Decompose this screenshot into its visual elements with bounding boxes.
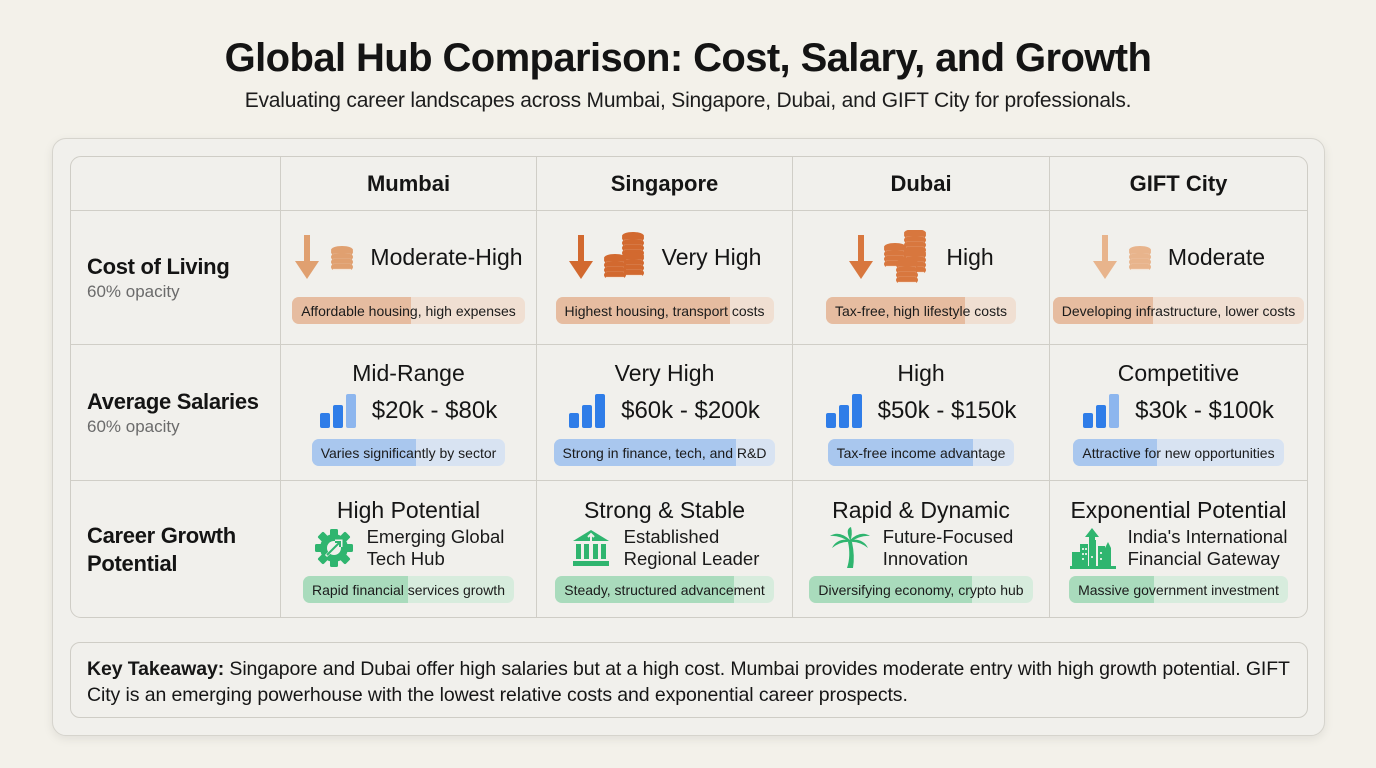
column-header-gift-city: GIFT City [1050, 157, 1307, 211]
down-arrow-icon [1092, 233, 1118, 281]
column-header-dubai: Dubai [793, 157, 1050, 211]
cost-value: Moderate [1167, 243, 1266, 270]
gear-growth-icon [313, 527, 355, 569]
salary-range: $30k - $100k [1135, 397, 1274, 424]
growth-tier: High Potential [336, 497, 481, 523]
growth-cell: Exponential Potential India's Internatio… [1050, 481, 1307, 617]
growth-note-bar: Massive government investment [1069, 576, 1288, 603]
salary-note: Strong in finance, tech, and R&D [562, 444, 767, 461]
coins-icon [602, 231, 648, 283]
growth-tier: Strong & Stable [583, 497, 746, 523]
growth-desc-line1: Established [623, 526, 720, 547]
salary-range: $50k - $150k [877, 397, 1017, 424]
growth-desc-line2: Financial Gateway [1127, 548, 1280, 569]
salary-note-bar: Attractive for new opportunities [1073, 439, 1284, 466]
salary-note: Varies significantly by sector [320, 444, 497, 461]
row-label-sublabel: 60% opacity [87, 282, 180, 301]
salary-cell: High $50k - $150k Tax-free income advant… [793, 345, 1050, 481]
growth-note: Massive government investment [1078, 581, 1279, 598]
comparison-table: Mumbai Singapore Dubai GIFT City Cost of… [70, 156, 1308, 618]
row-label-title: Career Growth Potential [87, 522, 236, 576]
row-label-growth: Career Growth Potential [71, 481, 281, 617]
growth-cell: High Potential Emerging Global Tech Hub R… [281, 481, 537, 617]
growth-note: Diversifying economy, crypto hub [818, 581, 1024, 598]
down-arrow-icon [294, 233, 320, 281]
growth-desc-line1: India's International [1127, 526, 1288, 547]
growth-desc-line2: Innovation [882, 548, 969, 569]
row-label-title: Cost of Living [87, 254, 230, 279]
cost-value: Moderate-High [370, 243, 523, 270]
cost-value: High [946, 243, 994, 270]
cost-cell: Very High Highest housing, transport cos… [537, 211, 793, 345]
cost-cell: Moderate-High Affordable housing, high e… [281, 211, 537, 345]
growth-cell: Rapid & Dynamic Future-Focused Innovation… [793, 481, 1050, 617]
cost-note-bar: Developing infrastructure, lower costs [1052, 297, 1305, 324]
growth-cell: Strong & Stable Established Regional Lead… [537, 481, 793, 617]
palm-tree-icon [829, 526, 871, 570]
takeaway-text: Singapore and Dubai offer high salaries … [87, 658, 1290, 706]
column-header-singapore: Singapore [537, 157, 793, 211]
row-label-salaries: Average Salaries 60% opacity [71, 345, 281, 481]
salary-cell: Competitive $30k - $100k Attractive for … [1050, 345, 1307, 481]
cost-cell: High Tax-free, high lifestyle costs [793, 211, 1050, 345]
growth-desc-line1: Future-Focused [882, 526, 1014, 547]
takeaway-label: Key Takeaway: [87, 658, 225, 680]
growth-desc-line2: Tech Hub [366, 548, 445, 569]
column-header-mumbai: Mumbai [281, 157, 537, 211]
cost-note: Affordable housing, high expenses [301, 302, 516, 319]
salary-tier: Competitive [1117, 360, 1240, 386]
city-skyline-arrow-icon [1069, 526, 1116, 570]
signal-bars-icon [1083, 393, 1121, 429]
cost-cell: Moderate Developing infrastructure, lowe… [1050, 211, 1307, 345]
growth-note-bar: Diversifying economy, crypto hub [809, 576, 1033, 603]
table-corner [71, 157, 281, 211]
signal-bars-icon [569, 393, 607, 429]
salary-note: Attractive for new opportunities [1082, 444, 1275, 461]
page-subtitle: Evaluating career landscapes across Mumb… [244, 89, 1132, 112]
salary-note-bar: Strong in finance, tech, and R&D [553, 439, 776, 466]
salary-tier: Mid-Range [352, 360, 465, 386]
page-title: Global Hub Comparison: Cost, Salary, and… [224, 36, 1152, 80]
comparison-card: Mumbai Singapore Dubai GIFT City Cost of… [52, 138, 1325, 736]
bank-building-icon [570, 527, 612, 569]
row-label-sublabel: 60% opacity [87, 417, 180, 436]
salary-cell: Mid-Range $20k - $80k Varies significant… [281, 345, 537, 481]
growth-tier: Exponential Potential [1070, 497, 1287, 523]
salary-note-bar: Tax-free income advantage [827, 439, 1015, 466]
cost-note: Tax-free, high lifestyle costs [835, 302, 1007, 319]
coins-icon [882, 230, 932, 284]
down-arrow-icon [568, 233, 594, 281]
coins-icon [328, 237, 356, 277]
signal-bars-icon [319, 393, 358, 429]
coins-icon [1126, 237, 1154, 277]
salary-tier: High [897, 360, 945, 386]
signal-bars-icon [825, 393, 864, 429]
down-arrow-icon [848, 233, 874, 281]
cost-value: Very High [661, 243, 762, 270]
row-label-title: Average Salaries [87, 389, 259, 414]
growth-desc-line1: Emerging Global [366, 526, 505, 547]
salary-tier: Very High [614, 360, 715, 386]
salary-cell: Very High $60k - $200k Strong in finance… [537, 345, 793, 481]
salary-note-bar: Varies significantly by sector [311, 439, 506, 466]
row-label-cost: Cost of Living 60% opacity [71, 211, 281, 345]
growth-note-bar: Steady, structured advancement [555, 576, 774, 603]
salary-note: Tax-free income advantage [836, 444, 1006, 461]
salary-range: $60k - $200k [621, 397, 760, 424]
growth-desc-line2: Regional Leader [623, 548, 760, 569]
cost-note: Highest housing, transport costs [564, 302, 765, 319]
growth-note: Rapid financial services growth [312, 581, 505, 598]
growth-tier: Rapid & Dynamic [832, 497, 1010, 523]
cost-note-bar: Highest housing, transport costs [555, 297, 774, 324]
growth-note: Steady, structured advancement [564, 581, 765, 598]
key-takeaway: Key Takeaway: Singapore and Dubai offer … [70, 642, 1308, 718]
growth-note-bar: Rapid financial services growth [303, 576, 514, 603]
cost-note-bar: Affordable housing, high expenses [292, 297, 525, 324]
cost-note: Developing infrastructure, lower costs [1061, 302, 1296, 319]
salary-range: $20k - $80k [371, 397, 498, 424]
cost-note-bar: Tax-free, high lifestyle costs [826, 297, 1016, 324]
